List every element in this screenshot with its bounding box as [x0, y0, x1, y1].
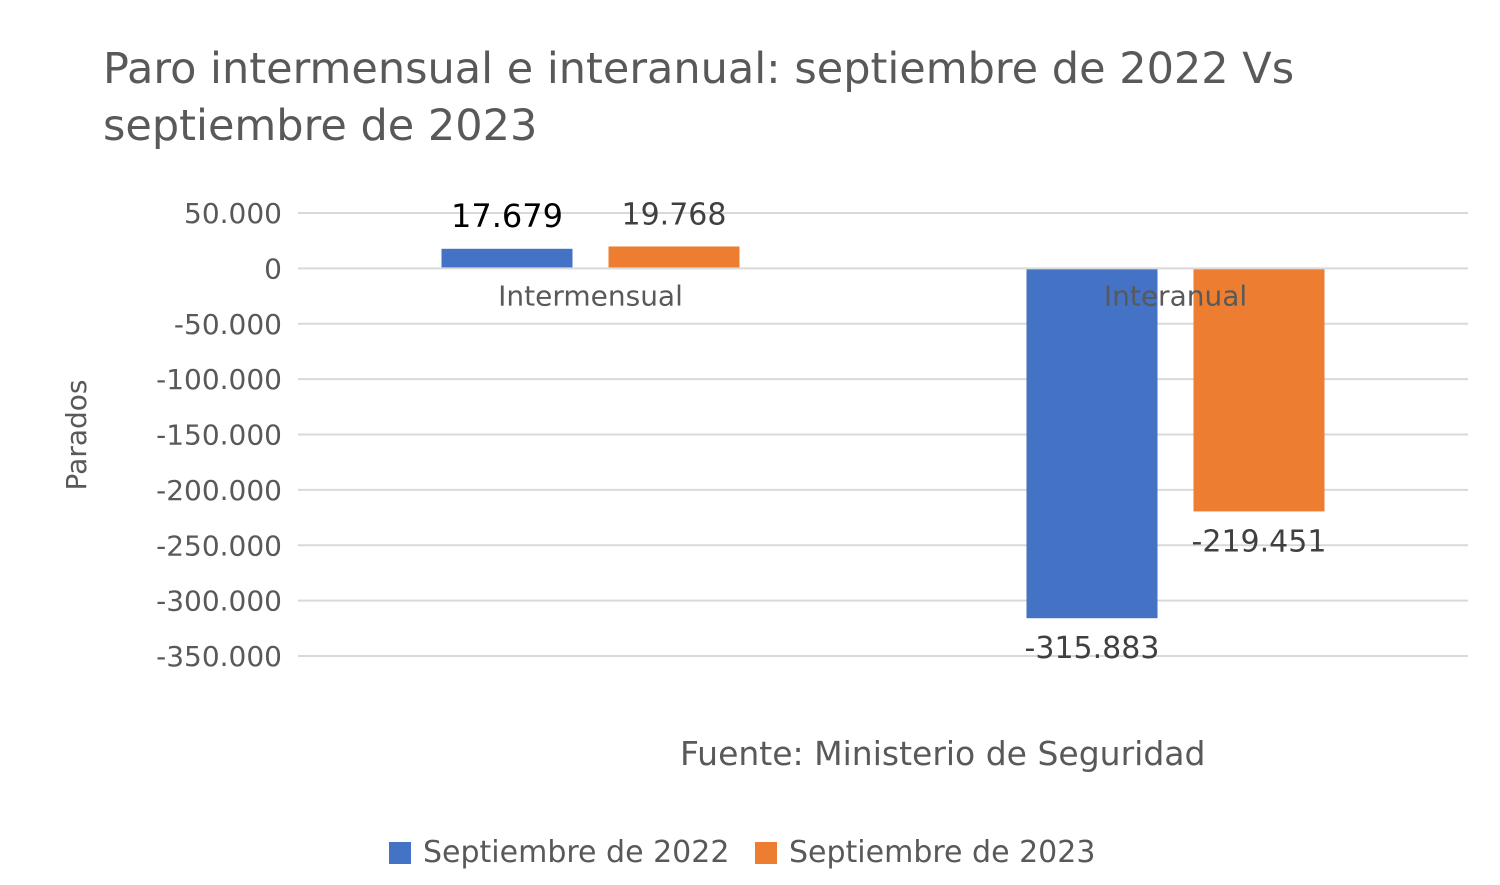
category-label: Interanual: [1104, 279, 1247, 312]
bars: [441, 246, 1325, 619]
y-tick-label: 0: [264, 252, 282, 285]
y-tick-label: -200.000: [156, 474, 282, 507]
y-tick-label: -250.000: [156, 529, 282, 562]
y-tick-label: -350.000: [156, 640, 282, 673]
legend: Septiembre de 2022 Septiembre de 2023: [389, 835, 1095, 870]
source-annotation: Fuente: Ministerio de Seguridad: [680, 734, 1205, 773]
data-labels: 17.679 19.768 -315.883 -219.451: [451, 197, 1326, 666]
y-axis-label: Parados: [60, 380, 93, 491]
y-tick-label: -150.000: [156, 419, 282, 452]
bar-intermensual-series-2: [608, 246, 740, 269]
legend-swatch: [755, 842, 777, 864]
y-axis-tick-labels: 50.000 0 -50.000 -100.000 -150.000 -200.000 -2…: [156, 197, 282, 673]
legend-entry: Septiembre de 2023: [789, 835, 1095, 870]
data-label: -315.883: [1025, 631, 1160, 666]
bar-intermensual-series-1: [441, 248, 573, 269]
legend-swatch: [389, 842, 411, 864]
data-label: 19.768: [622, 197, 727, 232]
data-label: -219.451: [1192, 524, 1327, 559]
chart-title: Paro intermensual e interanual: septiemb…: [103, 44, 1294, 151]
gridlines: [298, 212, 1468, 657]
category-labels: Intermensual Interanual: [498, 279, 1247, 312]
y-tick-label: -300.000: [156, 585, 282, 618]
chart-title-line-1: Paro intermensual e interanual: septiemb…: [103, 44, 1294, 94]
bar-interanual-series-1: [1026, 268, 1158, 619]
y-tick-label: 50.000: [184, 197, 282, 230]
legend-entry: Septiembre de 2022: [423, 835, 729, 870]
y-tick-label: -50.000: [174, 308, 282, 341]
chart-title-line-2: septiembre de 2023: [103, 101, 537, 151]
y-tick-label: -100.000: [156, 363, 282, 396]
category-label: Intermensual: [498, 279, 683, 312]
bar-interanual-series-2: [1193, 268, 1325, 512]
data-label: 17.679: [451, 197, 563, 235]
